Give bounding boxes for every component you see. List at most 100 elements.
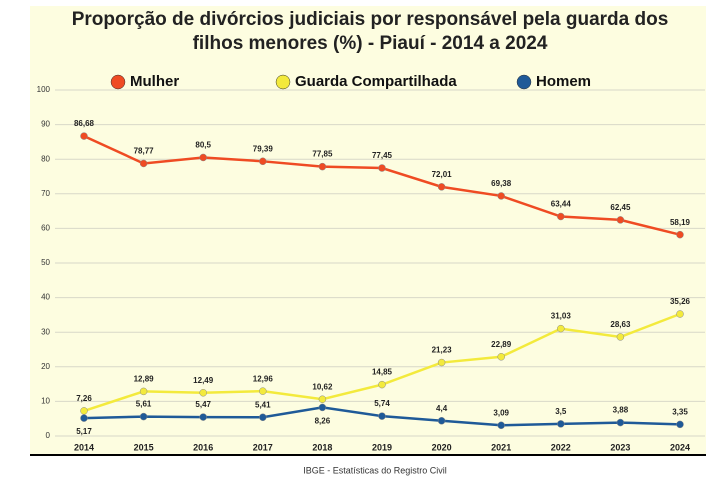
y-tick-label: 0 (46, 431, 51, 440)
point (139, 159, 148, 168)
y-tick-label: 10 (41, 397, 50, 406)
y-tick-label: 70 (41, 189, 50, 198)
legend-label: Mulher (130, 73, 179, 90)
point (437, 417, 446, 425)
value-label: 3,09 (493, 408, 509, 417)
value-label: 3,35 (672, 408, 688, 417)
value-label: 4,4 (436, 404, 448, 413)
series-line (83, 312, 681, 413)
value-label: 80,5 (195, 141, 211, 150)
point (139, 412, 148, 421)
point (437, 183, 446, 191)
legend-marker (275, 74, 291, 90)
point (318, 403, 327, 412)
point (676, 420, 684, 429)
value-label: 78,77 (134, 147, 155, 156)
value-label: 86,68 (74, 119, 95, 128)
point (676, 310, 684, 318)
value-label: 22,89 (491, 340, 512, 349)
y-tick-label: 30 (41, 327, 50, 336)
x-tick-label: 2017 (253, 442, 273, 452)
point (80, 407, 88, 415)
legend-label: Homem (536, 73, 591, 90)
point (616, 418, 625, 427)
x-tick-label: 2022 (551, 442, 571, 452)
value-label: 5,74 (374, 399, 390, 408)
point (557, 420, 565, 428)
value-label: 77,45 (372, 151, 393, 160)
point (80, 414, 88, 422)
x-tick-label: 2023 (610, 442, 630, 452)
point (378, 164, 386, 172)
value-label: 69,38 (491, 179, 512, 188)
chart-background (30, 6, 706, 454)
y-tick-label: 20 (41, 362, 50, 371)
legend-label: Guarda Compartilhada (295, 73, 457, 90)
point (378, 380, 386, 389)
point (497, 353, 505, 361)
point (259, 413, 267, 422)
point (139, 387, 148, 396)
value-label: 5,47 (195, 400, 211, 409)
y-tick-label: 100 (37, 85, 51, 94)
value-label: 28,63 (610, 320, 631, 329)
point (259, 157, 267, 166)
point (80, 132, 88, 140)
point (616, 216, 625, 224)
value-label: 79,39 (253, 144, 274, 153)
point (378, 412, 386, 420)
chart-title: Proporção de divórcios judiciais por res… (71, 9, 669, 54)
point (199, 389, 207, 397)
value-label: 12,49 (193, 376, 214, 385)
value-label: 5,41 (255, 400, 271, 409)
value-label: 77,85 (312, 150, 333, 159)
point (318, 162, 327, 171)
value-label: 5,17 (76, 427, 92, 436)
value-label: 12,89 (134, 375, 155, 384)
value-label: 3,88 (613, 406, 629, 415)
x-tick-label: 2018 (312, 442, 332, 452)
point (497, 192, 505, 200)
y-tick-label: 50 (41, 258, 50, 267)
value-label: 35,26 (670, 297, 691, 306)
point (676, 230, 684, 239)
point (497, 421, 505, 430)
value-label: 8,26 (315, 417, 331, 426)
source: IBGE - Estatísticas do Registro Civil (303, 465, 447, 475)
y-tick-label: 60 (41, 224, 50, 233)
value-label: 58,19 (670, 218, 691, 227)
x-tick-label: 2016 (193, 442, 213, 452)
point (318, 395, 327, 404)
point (437, 358, 446, 367)
point (557, 212, 565, 221)
legend-marker (516, 74, 532, 90)
value-label: 63,44 (551, 200, 572, 209)
point (616, 333, 625, 341)
y-tick-label: 40 (41, 293, 50, 302)
value-label: 3,5 (555, 407, 567, 416)
point (259, 387, 267, 395)
value-label: 31,03 (551, 312, 572, 321)
x-tick-label: 2014 (74, 442, 94, 452)
point (199, 413, 207, 421)
value-label: 62,45 (610, 203, 631, 212)
x-tick-label: 2015 (134, 442, 154, 452)
value-label: 12,96 (253, 374, 274, 383)
x-tick-label: 2024 (670, 442, 690, 452)
x-tick-label: 2020 (432, 442, 452, 452)
y-tick-label: 80 (41, 154, 50, 163)
value-label: 21,23 (432, 346, 453, 355)
x-tick-label: 2019 (372, 442, 392, 452)
x-tick-label: 2021 (491, 442, 511, 452)
y-tick-label: 90 (41, 120, 50, 129)
value-label: 5,61 (136, 400, 152, 409)
value-label: 10,62 (312, 382, 333, 391)
point (199, 153, 207, 162)
value-label: 7,26 (76, 394, 92, 403)
value-label: 14,85 (372, 368, 393, 377)
value-label: 72,01 (432, 170, 453, 179)
point (557, 324, 565, 333)
legend-marker (110, 74, 126, 90)
